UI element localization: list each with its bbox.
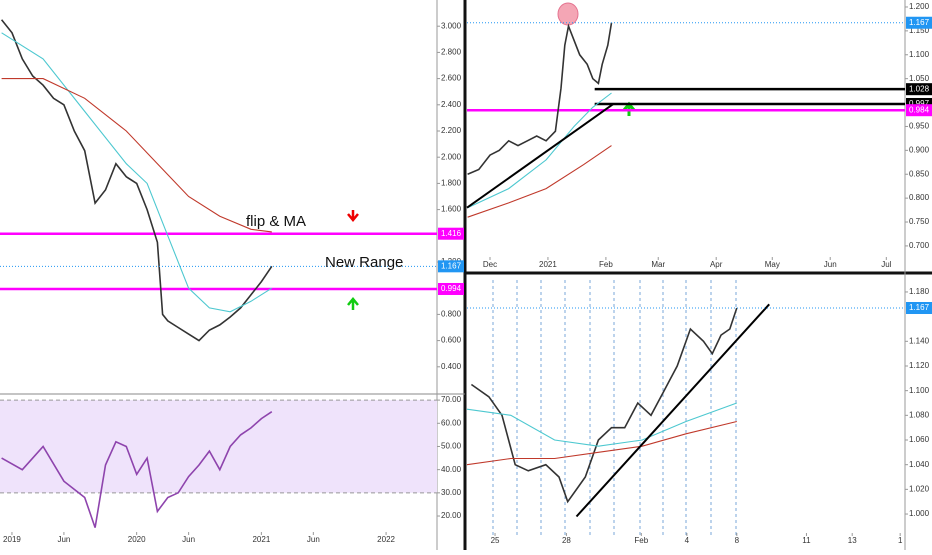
level-tag	[906, 83, 932, 96]
last-price-label: 1.167	[909, 303, 930, 312]
price-line	[0, 19, 273, 342]
level-tag	[438, 227, 464, 240]
x-tick-label: Jul	[881, 260, 891, 269]
price-line	[467, 92, 612, 209]
price-line	[466, 402, 737, 447]
y-tick-label: 40.00	[441, 465, 462, 474]
x-tick-label: 2022	[377, 535, 395, 544]
trendline	[575, 303, 770, 518]
y-tick-label: 1.180	[909, 287, 930, 296]
y-tick-label: 2.800	[441, 48, 462, 57]
y-tick-label: 0.850	[909, 169, 930, 178]
y-tick-label: 1.140	[909, 336, 930, 345]
y-tick-label: 2.600	[441, 74, 462, 83]
x-tick-label: 4	[685, 536, 690, 545]
x-tick-label: 11	[802, 536, 811, 545]
level-label: 0.984	[909, 105, 930, 114]
x-tick-label: Jun	[57, 535, 70, 544]
y-tick-label: 1.120	[909, 361, 930, 370]
x-tick-label: Feb	[599, 260, 613, 269]
x-tick-label: 13	[848, 536, 857, 545]
level-label: 1.028	[909, 84, 930, 93]
y-tick-label: 0.600	[441, 336, 462, 345]
x-tick-label: Apr	[710, 260, 723, 269]
last-price-tag	[438, 260, 464, 273]
down-arrow	[347, 210, 359, 222]
y-tick-label: 0.700	[909, 241, 930, 250]
price-line	[467, 22, 613, 175]
y-tick-label: 1.020	[909, 484, 930, 493]
highlight-oval	[557, 2, 579, 26]
y-tick-label: 3.000	[441, 21, 462, 30]
rsi-band	[0, 400, 437, 493]
y-tick-label: 0.400	[441, 362, 462, 371]
y-tick-label: 1.060	[909, 435, 930, 444]
price-line	[470, 307, 738, 504]
x-tick-label: Jun	[307, 535, 320, 544]
y-tick-label: 0.950	[909, 122, 930, 131]
y-tick-label: 1.150	[909, 26, 930, 35]
up-arrow	[347, 297, 359, 310]
y-tick-label: 1.100	[909, 50, 930, 59]
y-tick-label: 1.200	[909, 2, 930, 11]
level-label: 0.997	[909, 99, 930, 108]
y-tick-label: 0.750	[909, 217, 930, 226]
y-tick-label: 1.000	[909, 509, 930, 518]
annotation: New Range	[325, 254, 403, 271]
y-tick-label: 0.900	[909, 145, 930, 154]
x-tick-label: May	[765, 260, 780, 269]
price-line	[466, 420, 737, 466]
x-tick-label: 25	[491, 536, 500, 545]
y-tick-label: 60.00	[441, 418, 462, 427]
y-tick-label: 50.00	[441, 442, 462, 451]
x-tick-label: 2019	[3, 535, 21, 544]
y-tick-label: 30.00	[441, 488, 462, 497]
x-tick-label: Dec	[483, 260, 497, 269]
x-tick-label: 28	[562, 536, 571, 545]
x-tick-label: 1	[898, 536, 903, 545]
x-tick-label: 2020	[128, 535, 146, 544]
y-tick-label: 1.080	[909, 410, 930, 419]
level-label: 0.994	[441, 284, 462, 293]
y-tick-label: 1.050	[909, 74, 930, 83]
last-price-label: 1.167	[441, 261, 462, 270]
last-price-tag	[906, 16, 932, 29]
y-tick-label: 1.800	[441, 179, 462, 188]
x-tick-label: Mar	[651, 260, 665, 269]
y-tick-label: 1.040	[909, 460, 930, 469]
x-tick-label: 2021	[539, 260, 557, 269]
y-tick-label: 2.000	[441, 152, 462, 161]
y-tick-label: 0.800	[909, 193, 930, 202]
session-lines	[492, 280, 737, 535]
x-tick-label: 2021	[252, 535, 270, 544]
last-price-label: 1.167	[909, 18, 930, 27]
y-tick-label: 1.100	[909, 386, 930, 395]
y-tick-label: 20.00	[441, 511, 462, 520]
y-tick-label: 1.600	[441, 205, 462, 214]
y-tick-label: 0.800	[441, 310, 462, 319]
annotation: flip & MA	[246, 213, 306, 230]
price-line	[467, 145, 612, 218]
last-price-tag	[906, 302, 932, 315]
level-label: 1.416	[441, 229, 462, 238]
level-tag	[906, 104, 932, 117]
x-tick-label: Jun	[824, 260, 837, 269]
y-tick-label: 2.400	[441, 100, 462, 109]
x-tick-label: Feb	[634, 536, 648, 545]
price-line	[1, 411, 273, 528]
level-tag	[438, 282, 464, 295]
price-line	[1, 78, 272, 233]
y-tick-label: 70.00	[441, 395, 462, 404]
y-tick-label: 2.200	[441, 126, 462, 135]
x-tick-label: 8	[735, 536, 740, 545]
trendline	[466, 103, 614, 209]
x-tick-label: Jun	[182, 535, 195, 544]
price-line	[1, 32, 273, 313]
